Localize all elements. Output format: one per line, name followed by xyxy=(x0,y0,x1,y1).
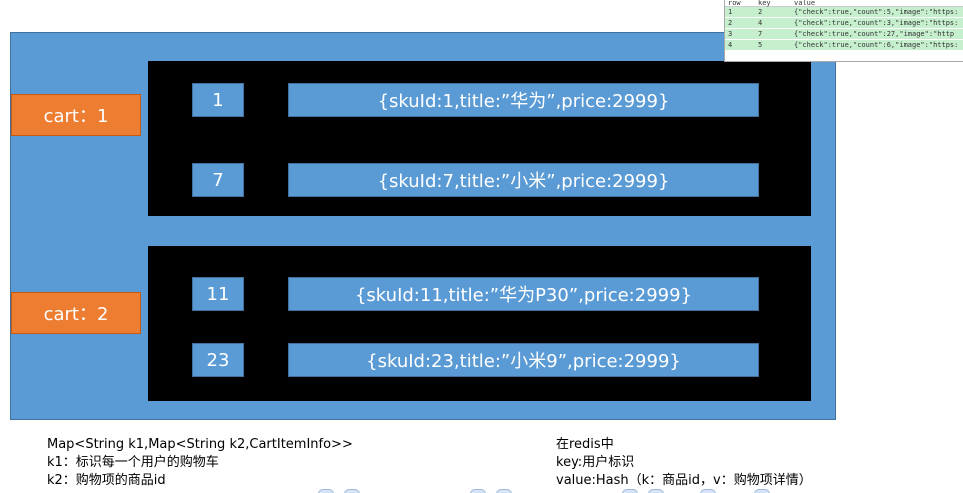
note-line: key:用户标识 xyxy=(556,455,635,470)
table-row[interactable]: 2 4 {"check":true,"count":3,"image":"htt… xyxy=(725,18,963,29)
row-key: 2 xyxy=(758,8,763,16)
note-line: value:Hash（k：商品id，v：购物项详情） xyxy=(556,473,812,488)
note-line: k2：购物项的商品id xyxy=(47,473,166,488)
toolbar-circle-icon[interactable] xyxy=(622,489,638,493)
row-value: {"check":true,"count":6,"image":"https: xyxy=(794,41,959,49)
note-line: Map<String k1,Map<String k2,CartItemInfo… xyxy=(47,437,353,452)
row-key: 5 xyxy=(758,41,763,49)
row-key: 7 xyxy=(758,30,763,38)
table-header: row key value xyxy=(725,0,963,7)
item-key-cell: 7 xyxy=(192,163,244,197)
item-key-cell: 1 xyxy=(192,83,244,117)
toolbar-circle-icon[interactable] xyxy=(700,489,716,493)
row-number: 2 xyxy=(728,19,733,27)
row-number: 3 xyxy=(728,30,733,38)
note-line: 在redis中 xyxy=(556,437,614,452)
item-key-cell: 11 xyxy=(192,277,244,311)
toolbar-circle-icon[interactable] xyxy=(470,489,486,493)
toolbar-circle-icon[interactable] xyxy=(496,489,512,493)
item-value-cell: {skuId:23,title:”小米9”,price:2999} xyxy=(288,343,759,377)
cart-2-label: cart：2 xyxy=(11,292,141,334)
map-structure-notes: Map<String k1,Map<String k2,CartItemInfo… xyxy=(47,436,353,490)
table-row[interactable]: 4 5 {"check":true,"count":6,"image":"htt… xyxy=(725,40,963,51)
row-number: 4 xyxy=(728,41,733,49)
cart-1-label: cart：1 xyxy=(11,94,141,136)
row-value: {"check":true,"count":5,"image":"https: xyxy=(794,8,959,16)
redis-notes: 在redis中 key:用户标识 value:Hash（k：商品id，v：购物项… xyxy=(556,436,812,490)
row-value: {"check":true,"count":3,"image":"https: xyxy=(794,19,959,27)
table-row[interactable]: 1 2 {"check":true,"count":5,"image":"htt… xyxy=(725,7,963,18)
toolbar-circle-icon[interactable] xyxy=(754,489,770,493)
row-value: {"check":true,"count":27,"image":"http xyxy=(794,30,955,38)
item-value-cell: {skuId:1,title:”华为”,price:2999} xyxy=(288,83,759,117)
toolbar-circle-icon[interactable] xyxy=(648,489,664,493)
item-value-cell: {skuId:11,title:”华为P30”,price:2999} xyxy=(288,277,759,311)
item-value-cell: {skuId:7,title:”小米”,price:2999} xyxy=(288,163,759,197)
row-number: 1 xyxy=(728,8,733,16)
item-key-cell: 23 xyxy=(192,343,244,377)
table-row[interactable]: 3 7 {"check":true,"count":27,"image":"ht… xyxy=(725,29,963,40)
toolbar-circle-icon[interactable] xyxy=(318,489,334,493)
header-row: row xyxy=(728,0,741,7)
header-key: key xyxy=(758,0,771,7)
header-value: value xyxy=(794,0,816,6)
redis-hash-table-screenshot: row key value 1 2 {"check":true,"count":… xyxy=(724,0,963,62)
cart-2-items-box xyxy=(148,246,811,401)
toolbar-circle-icon[interactable] xyxy=(344,489,360,493)
row-key: 4 xyxy=(758,19,763,27)
note-line: k1：标识每一个用户的购物车 xyxy=(47,455,219,470)
